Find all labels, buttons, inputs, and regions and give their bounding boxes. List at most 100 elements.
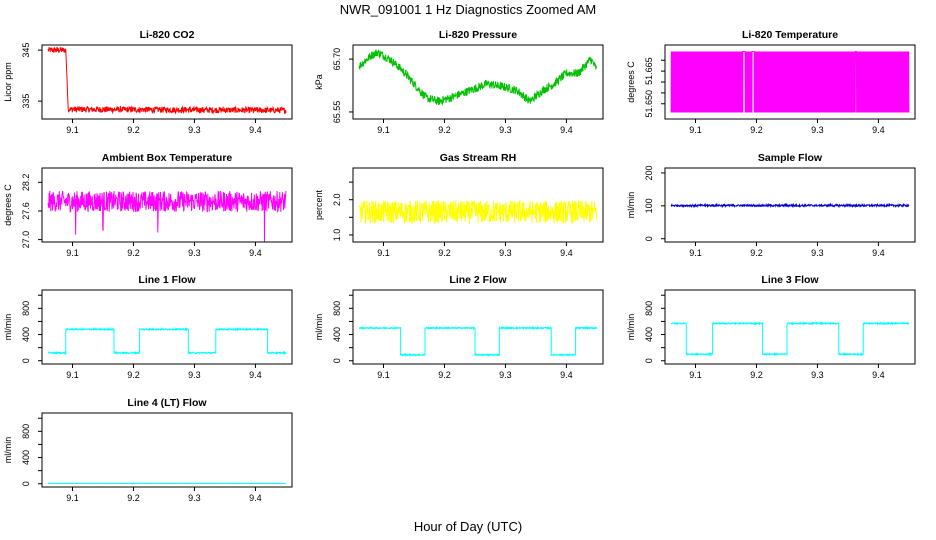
x-tick-label: 9.3 bbox=[188, 493, 201, 503]
y-axis-label: percent bbox=[314, 189, 324, 220]
x-tick-label: 9.3 bbox=[499, 125, 512, 135]
y-tick-label: 800 bbox=[644, 301, 654, 316]
data-series-line bbox=[47, 326, 287, 356]
y-axis-label: degrees C bbox=[626, 61, 636, 103]
y-tick-label: 200 bbox=[644, 165, 654, 180]
x-tick-label: 9.2 bbox=[127, 493, 140, 503]
x-tick-label: 9.3 bbox=[811, 248, 824, 258]
y-tick-label: 28.2 bbox=[21, 174, 31, 192]
x-tick-label: 9.3 bbox=[499, 370, 512, 380]
y-axis-label: ml/min bbox=[3, 437, 13, 464]
y-tick-label: 65.55 bbox=[332, 101, 342, 124]
y-tick-label: 0 bbox=[332, 358, 342, 363]
x-tick-label: 9.1 bbox=[66, 370, 79, 380]
x-tick-label: 9.1 bbox=[689, 370, 702, 380]
panel-title: Sample Flow bbox=[758, 152, 823, 164]
y-axis-label: ml/min bbox=[626, 314, 636, 341]
chart-panel-7: Line 1 Flow ml/min 9.1 9.2 9.3 9.4 0 400 800 bbox=[3, 274, 293, 380]
y-tick-label: 335 bbox=[21, 94, 31, 109]
y-tick-label: 27.6 bbox=[21, 202, 31, 220]
panel-title: Li-820 Temperature bbox=[742, 29, 838, 41]
chart-panel-6: Sample Flow ml/min 9.1 9.2 9.3 9.4 0 100 200 bbox=[626, 152, 916, 258]
data-series-line bbox=[47, 46, 287, 115]
panel-title: Li-820 CO2 bbox=[140, 29, 195, 41]
chart-panel-10: Line 4 (LT) Flow ml/min 9.1 9.2 9.3 9.4 0 400 80… bbox=[3, 397, 293, 503]
x-tick-label: 9.2 bbox=[127, 370, 140, 380]
chart-panel-9: Line 3 Flow ml/min 9.1 9.2 9.3 9.4 0 400 800 bbox=[626, 274, 916, 380]
chart-panel-4: Ambient Box Temperature degrees C 9.1 9.2 9.… bbox=[3, 152, 293, 258]
plot-frame bbox=[664, 289, 916, 365]
x-tick-label: 9.2 bbox=[438, 370, 451, 380]
y-tick-label: 800 bbox=[21, 301, 31, 316]
x-tick-label: 9.4 bbox=[249, 493, 262, 503]
y-tick-label: 27.0 bbox=[21, 231, 31, 249]
x-tick-label: 9.4 bbox=[560, 370, 573, 380]
y-axis-label: ml/min bbox=[626, 192, 636, 219]
x-tick-label: 9.3 bbox=[499, 248, 512, 258]
x-tick-label: 9.3 bbox=[811, 370, 824, 380]
x-tick-label: 9.3 bbox=[811, 125, 824, 135]
plot-frame bbox=[352, 44, 604, 120]
data-series-line bbox=[358, 199, 598, 224]
panel-title: Ambient Box Temperature bbox=[102, 152, 233, 164]
x-tick-label: 9.4 bbox=[560, 248, 573, 258]
y-tick-label: 400 bbox=[21, 327, 31, 342]
y-tick-label: 345 bbox=[21, 43, 31, 58]
y-axis-label: ml/min bbox=[314, 314, 324, 341]
x-tick-label: 9.2 bbox=[127, 248, 140, 258]
data-series-line bbox=[358, 49, 598, 106]
y-tick-label: 0 bbox=[644, 358, 654, 363]
x-tick-label: 9.2 bbox=[750, 370, 763, 380]
x-tick-label: 9.3 bbox=[188, 248, 201, 258]
panel-title: Line 2 Flow bbox=[449, 274, 507, 286]
y-tick-label: 800 bbox=[332, 301, 342, 316]
y-tick-label: 1.0 bbox=[332, 229, 342, 242]
x-tick-label: 9.4 bbox=[872, 125, 885, 135]
x-tick-label: 9.4 bbox=[560, 125, 573, 135]
chart-panel-2: Li-820 Pressure kPa 9.1 9.2 9.3 9.4 65.55 65.70 bbox=[314, 29, 604, 135]
x-tick-label: 9.2 bbox=[438, 248, 451, 258]
plot-frame bbox=[41, 44, 293, 120]
panel-title: Line 1 Flow bbox=[138, 274, 196, 286]
y-axis-label: ml/min bbox=[3, 314, 13, 341]
x-tick-label: 9.4 bbox=[249, 370, 262, 380]
x-tick-label: 9.1 bbox=[66, 125, 79, 135]
x-tick-label: 9.4 bbox=[872, 370, 885, 380]
panel-title: Li-820 Pressure bbox=[439, 29, 517, 41]
panel-title: Line 3 Flow bbox=[761, 274, 819, 286]
data-series-line bbox=[670, 320, 910, 357]
panel-title: Line 4 (LT) Flow bbox=[127, 397, 207, 409]
data-series-line bbox=[670, 202, 910, 209]
x-tick-label: 9.2 bbox=[127, 125, 140, 135]
chart-panel-8: Line 2 Flow ml/min 9.1 9.2 9.3 9.4 0 400 800 bbox=[314, 274, 604, 380]
chart-panel-5: Gas Stream RH percent 9.1 9.2 9.3 9.4 1.0 2.0 bbox=[314, 152, 604, 258]
plot-frame bbox=[352, 167, 604, 243]
plot-frame bbox=[41, 167, 293, 243]
x-tick-label: 9.1 bbox=[66, 493, 79, 503]
plot-frame bbox=[41, 289, 293, 365]
y-tick-label: 65.70 bbox=[332, 48, 342, 71]
y-tick-label: 400 bbox=[332, 327, 342, 342]
y-axis-label: degrees C bbox=[3, 184, 13, 226]
data-series-line bbox=[358, 325, 598, 358]
y-tick-label: 400 bbox=[644, 327, 654, 342]
x-tick-label: 9.3 bbox=[188, 125, 201, 135]
x-tick-label: 9.2 bbox=[750, 125, 763, 135]
plot-frame bbox=[664, 167, 916, 243]
x-tick-label: 9.4 bbox=[872, 248, 885, 258]
y-tick-label: 0 bbox=[644, 236, 654, 241]
x-axis-label: Hour of Day (UTC) bbox=[414, 519, 522, 534]
x-tick-label: 9.1 bbox=[689, 125, 702, 135]
chart-panel-1: Li-820 CO2 Licor ppm 9.1 9.2 9.3 9.4 335 345 bbox=[3, 29, 293, 135]
y-axis-label: kPa bbox=[314, 74, 324, 90]
x-tick-label: 9.4 bbox=[249, 125, 262, 135]
y-tick-label: 0 bbox=[21, 481, 31, 486]
chart-panel-3: Li-820 Temperature degrees C 9.1 9.2 9.3 9.4 5… bbox=[626, 29, 916, 135]
x-tick-label: 9.4 bbox=[249, 248, 262, 258]
data-series-line bbox=[47, 190, 287, 243]
x-tick-label: 9.3 bbox=[188, 370, 201, 380]
x-tick-label: 9.1 bbox=[377, 248, 390, 258]
y-tick-label: 51.665 bbox=[644, 57, 654, 85]
panel-title: Gas Stream RH bbox=[440, 152, 516, 164]
